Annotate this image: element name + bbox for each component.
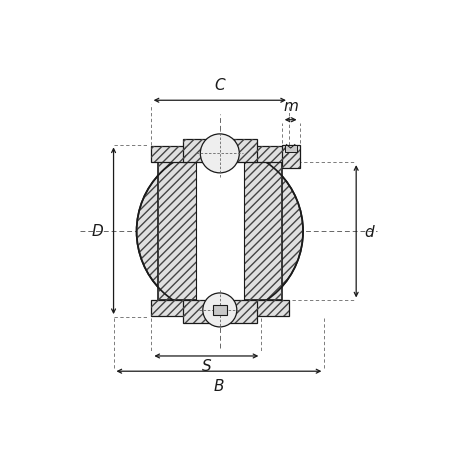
- Text: C: C: [214, 78, 224, 93]
- Bar: [151, 301, 186, 317]
- Text: d: d: [363, 224, 373, 239]
- Bar: [253, 301, 288, 317]
- Bar: [253, 301, 288, 317]
- Text: B: B: [213, 378, 224, 393]
- Bar: [151, 301, 186, 317]
- Circle shape: [182, 195, 257, 269]
- Bar: [253, 147, 288, 163]
- Bar: [195, 163, 243, 301]
- Bar: [205, 147, 234, 153]
- Circle shape: [202, 293, 236, 327]
- Bar: [182, 301, 257, 324]
- Bar: [284, 145, 296, 153]
- Bar: [281, 145, 299, 168]
- Bar: [182, 301, 257, 324]
- Bar: [157, 163, 281, 301]
- Text: m: m: [283, 98, 297, 113]
- Text: S: S: [201, 358, 211, 373]
- Bar: [281, 145, 299, 168]
- Bar: [182, 140, 257, 163]
- Circle shape: [200, 134, 239, 174]
- Text: D: D: [92, 224, 103, 239]
- Circle shape: [195, 208, 243, 256]
- Bar: [253, 147, 288, 163]
- Bar: [151, 147, 186, 163]
- Bar: [151, 147, 186, 163]
- Bar: [182, 140, 257, 163]
- Bar: [212, 305, 226, 315]
- Circle shape: [136, 149, 302, 315]
- Bar: [157, 163, 281, 301]
